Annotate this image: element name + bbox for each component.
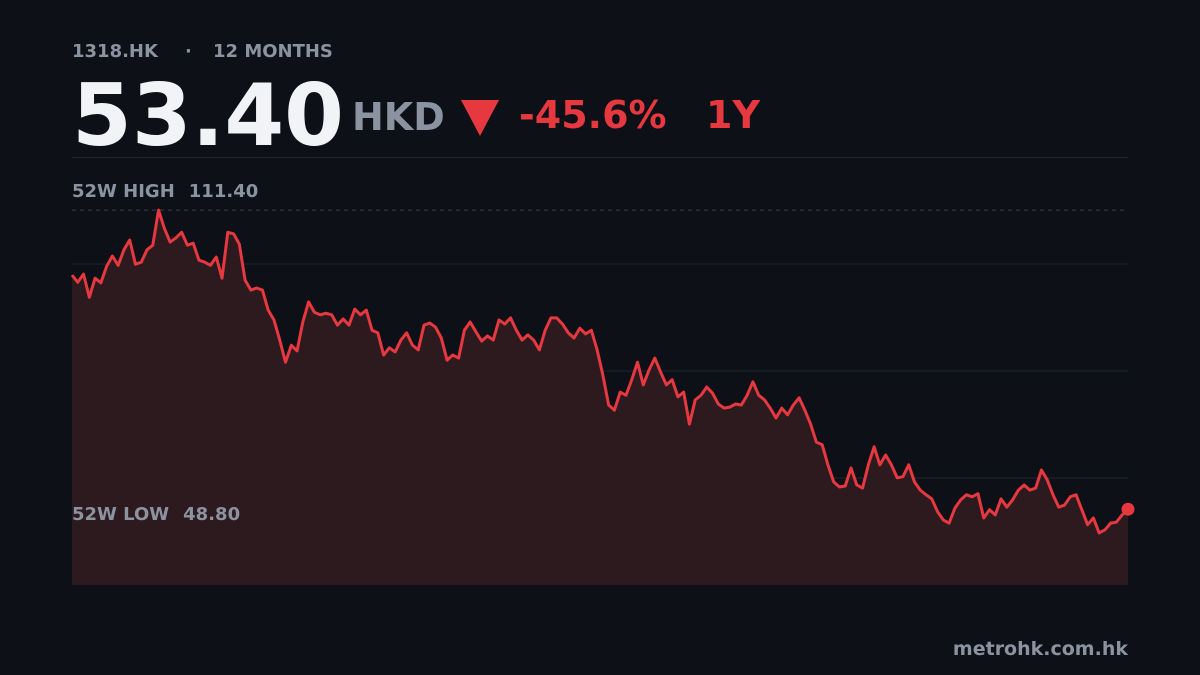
period: 12 MONTHS — [213, 41, 333, 62]
price-line — [70, 208, 1130, 535]
range: 1Y — [706, 93, 760, 137]
currency: HKD — [352, 95, 445, 139]
source: metrohk.com.hk — [953, 638, 1128, 660]
separator-dot: · — [185, 41, 192, 62]
area-fill — [72, 210, 1128, 586]
change: -45.6% — [519, 93, 667, 137]
plot — [70, 208, 1135, 586]
last-point — [1121, 502, 1135, 516]
reference-value: 111.40 — [189, 181, 258, 202]
ticker: 1318.HK — [72, 41, 159, 62]
price: 53.40 — [72, 66, 344, 166]
reference-value: 48.80 — [183, 504, 240, 525]
reference-label: 52W LOW — [72, 504, 169, 525]
reference-label: 52W HIGH — [72, 181, 175, 202]
down-arrow — [461, 100, 499, 136]
